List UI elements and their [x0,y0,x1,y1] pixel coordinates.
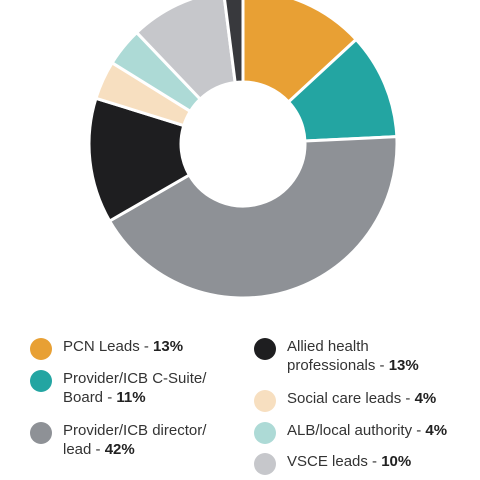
legend-label-allied-health-professionals: Allied health professionals - 13% [287,338,419,374]
legend-label-social-care-leads: Social care leads - 4% [287,390,437,407]
legend-item-vsce-leads: VSCE leads - 10% [254,452,411,475]
legend-swatch-vsce-leads [254,453,276,475]
legend-swatch-pcn-leads [30,338,52,360]
slice-allied-health-professionals [87,96,191,223]
legend-swatch-alb-local-authority [254,422,276,444]
legend-swatch-allied-health-professionals [254,338,276,360]
slice-provider-icb-director-lead [108,135,399,300]
legend-item-allied-health-professionals: Allied health professionals - 13% [254,337,419,375]
legend-swatch-social-care-leads [254,390,276,412]
legend-label-vsce-leads: VSCE leads - 10% [287,453,412,470]
legend-label-provider-icb-director-lead: Provider/ICB director/lead - 42% [63,422,207,458]
legend-item-pcn-leads: PCN Leads - 13% [30,337,183,360]
legend-item-provider-icb-c-suite-board: Provider/ICB C-Suite/Board - 11% [30,369,206,407]
legend-label-alb-local-authority: ALB/local authority - 4% [287,422,448,439]
donut-chart [87,0,399,300]
legend-item-social-care-leads: Social care leads - 4% [254,389,436,412]
legend-label-provider-icb-c-suite-board: Provider/ICB C-Suite/Board - 11% [63,370,207,406]
slice-pcn-leads [241,0,358,104]
slice-vsce-leads [135,0,237,101]
legend-swatch-provider-icb-c-suite-board [30,370,52,392]
legend-label-pcn-leads: PCN Leads - 13% [63,338,184,355]
legend-item-provider-icb-director-lead: Provider/ICB director/lead - 42% [30,421,206,459]
legend-item-alb-local-authority: ALB/local authority - 4% [254,421,447,444]
legend-swatch-provider-icb-director-lead [30,422,52,444]
slice-unlabeled-7 [223,0,245,84]
